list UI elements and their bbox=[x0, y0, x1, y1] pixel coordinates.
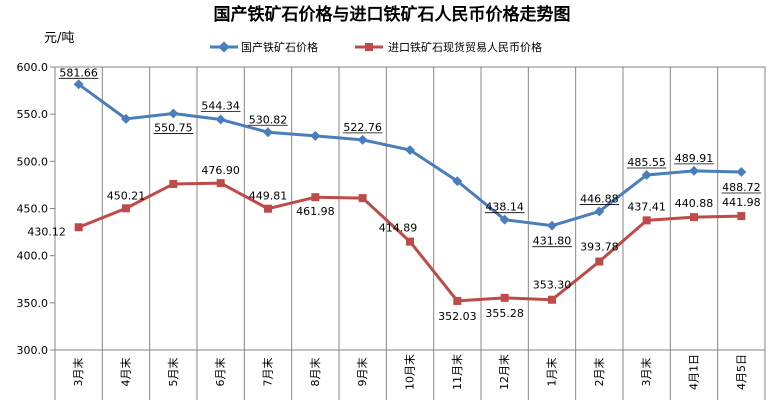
data-point bbox=[358, 194, 367, 203]
x-tick-label: 6月末 bbox=[213, 358, 227, 387]
data-point bbox=[453, 296, 462, 305]
y-tick-label: 400.0 bbox=[17, 250, 49, 263]
data-label: 522.76 bbox=[343, 121, 382, 134]
data-label: 431.80 bbox=[533, 235, 572, 248]
data-point bbox=[499, 214, 510, 225]
series-layer: 581.66 550.75 544.34 530.82 522.76 438.14 431.… bbox=[27, 66, 762, 323]
data-point bbox=[263, 127, 273, 138]
series-0: 581.66 550.75 544.34 530.82 522.76 438.14 431.… bbox=[58, 66, 762, 248]
x-tick-label: 12月末 bbox=[497, 354, 511, 390]
data-label: 550.75 bbox=[154, 121, 193, 134]
x-tick-label: 2月末 bbox=[592, 358, 606, 387]
data-label: 449.81 bbox=[249, 190, 288, 203]
data-label: 440.88 bbox=[675, 197, 714, 210]
x-tick-label: 3月末 bbox=[639, 358, 653, 387]
legend-label-imported: 进口铁矿石现货贸易人民币价格 bbox=[388, 40, 542, 54]
data-label: 438.14 bbox=[485, 201, 524, 214]
data-label: 430.12 bbox=[27, 225, 66, 238]
y-tick-label: 600.0 bbox=[17, 61, 49, 74]
chart-title: 国产铁矿石价格与进口铁矿石人民币价格走势图 bbox=[214, 4, 571, 25]
data-label: 488.72 bbox=[722, 181, 761, 194]
data-point bbox=[500, 293, 509, 302]
data-point bbox=[405, 145, 415, 155]
data-label: 450.21 bbox=[107, 189, 146, 202]
legend-marker-domestic bbox=[218, 41, 230, 53]
x-tick-label: 3月末 bbox=[71, 358, 85, 387]
x-tick-label: 5月末 bbox=[166, 358, 180, 387]
y-tick-label: 550.0 bbox=[17, 108, 49, 121]
series-1: 430.12 450.21 476.90 449.81 461.98 414.89 352.… bbox=[27, 164, 760, 323]
data-point bbox=[689, 165, 699, 176]
data-label: 352.03 bbox=[438, 310, 477, 323]
data-label: 353.30 bbox=[533, 279, 572, 292]
data-label: 461.98 bbox=[296, 205, 335, 218]
data-label: 446.88 bbox=[580, 192, 619, 205]
data-label: 530.82 bbox=[249, 113, 288, 126]
data-point bbox=[122, 204, 130, 213]
x-tick-label: 4月1日 bbox=[688, 354, 701, 390]
x-tick-label: 9月末 bbox=[355, 358, 369, 387]
data-point bbox=[547, 220, 557, 231]
data-point bbox=[406, 237, 414, 246]
y-tick-label: 350.0 bbox=[17, 297, 49, 310]
data-point bbox=[74, 223, 83, 232]
data-label: 414.89 bbox=[379, 222, 418, 235]
data-point bbox=[594, 206, 605, 217]
data-point bbox=[311, 193, 320, 202]
legend: 国产铁矿石价格 进口铁矿石现货贸易人民币价格 bbox=[210, 40, 542, 54]
y-axis-unit: 元/吨 bbox=[44, 31, 74, 46]
data-point bbox=[548, 295, 556, 304]
x-tick-label: 4月末 bbox=[119, 358, 133, 387]
data-point bbox=[737, 212, 746, 221]
data-point bbox=[690, 213, 698, 222]
data-point bbox=[73, 79, 84, 90]
data-label: 355.28 bbox=[485, 307, 524, 320]
x-tick-label: 4月5日 bbox=[735, 354, 748, 390]
data-label: 489.91 bbox=[675, 152, 714, 165]
x-axis: 3月末 4月末 5月末 6月末 7月末 8月末 9月末 10月末 11月末 12月末 1月末 2月末 3… bbox=[71, 354, 748, 390]
data-label: 485.55 bbox=[627, 156, 666, 169]
y-tick-label: 450.0 bbox=[17, 203, 49, 216]
data-point bbox=[736, 167, 747, 177]
x-tick-label: 11月末 bbox=[450, 354, 464, 390]
y-tick-label: 500.0 bbox=[17, 155, 49, 168]
data-point bbox=[595, 257, 604, 266]
data-point bbox=[264, 204, 272, 213]
x-tick-label: 1月末 bbox=[545, 358, 559, 387]
data-point bbox=[642, 216, 651, 225]
legend-marker-imported bbox=[365, 43, 373, 51]
x-tick-label: 10月末 bbox=[403, 354, 417, 390]
data-point bbox=[168, 108, 179, 119]
y-tick-label: 300.0 bbox=[17, 344, 49, 357]
x-tick-label: 8月末 bbox=[308, 358, 322, 387]
data-point bbox=[215, 114, 226, 125]
data-point bbox=[357, 134, 368, 145]
data-label: 441.98 bbox=[722, 196, 761, 209]
data-point bbox=[121, 113, 131, 124]
data-point bbox=[169, 179, 178, 188]
data-label: 476.90 bbox=[201, 164, 240, 177]
data-label: 544.34 bbox=[201, 100, 240, 113]
data-point bbox=[216, 179, 225, 188]
data-label: 581.66 bbox=[59, 66, 98, 79]
data-point bbox=[641, 170, 652, 180]
data-point bbox=[452, 176, 463, 187]
x-tick-label: 7月末 bbox=[261, 358, 275, 387]
y-axis: 300.0 350.0 400.0 450.0 500.0 550.0 600.0 bbox=[17, 61, 55, 357]
data-label: 437.41 bbox=[627, 200, 666, 213]
data-point bbox=[310, 130, 321, 141]
legend-label-domestic: 国产铁矿石价格 bbox=[241, 40, 318, 54]
data-label: 393.78 bbox=[580, 241, 619, 254]
